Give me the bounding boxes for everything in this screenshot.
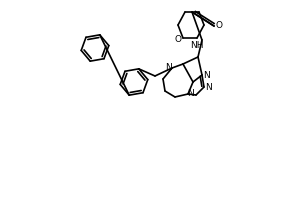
Text: N: N (187, 88, 194, 98)
Text: O: O (215, 21, 223, 30)
Text: N: N (204, 71, 210, 79)
Text: NH: NH (190, 40, 204, 49)
Text: N: N (166, 64, 172, 72)
Text: O: O (175, 36, 182, 45)
Text: N: N (205, 82, 212, 92)
